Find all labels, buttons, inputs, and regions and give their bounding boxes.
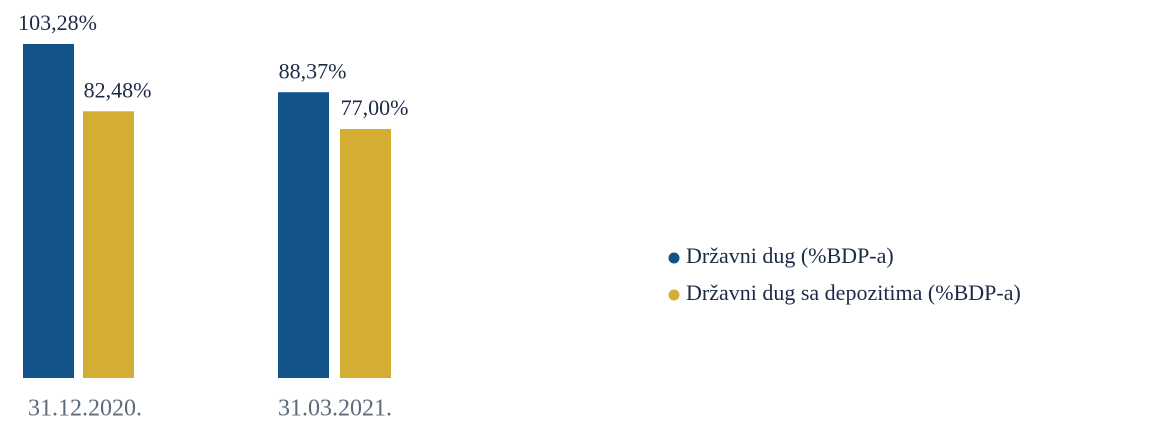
legend-label: Državni dug sa depozitima (%BDP-a)	[686, 280, 1021, 305]
value-label: 82,48%	[84, 77, 152, 102]
bar	[278, 92, 329, 378]
x-tick-label: 31.12.2020.	[28, 396, 142, 422]
value-label: 77,00%	[341, 95, 409, 120]
legend-label: Državni dug (%BDP-a)	[686, 243, 894, 268]
bar	[23, 44, 74, 378]
legend-marker	[668, 289, 680, 301]
x-tick-label: 31.03.2021.	[278, 396, 392, 422]
legend-marker	[668, 252, 680, 264]
value-label: 103,28%	[18, 10, 97, 35]
bar	[83, 111, 134, 378]
bar	[340, 128, 391, 378]
value-label: 88,37%	[279, 58, 347, 83]
